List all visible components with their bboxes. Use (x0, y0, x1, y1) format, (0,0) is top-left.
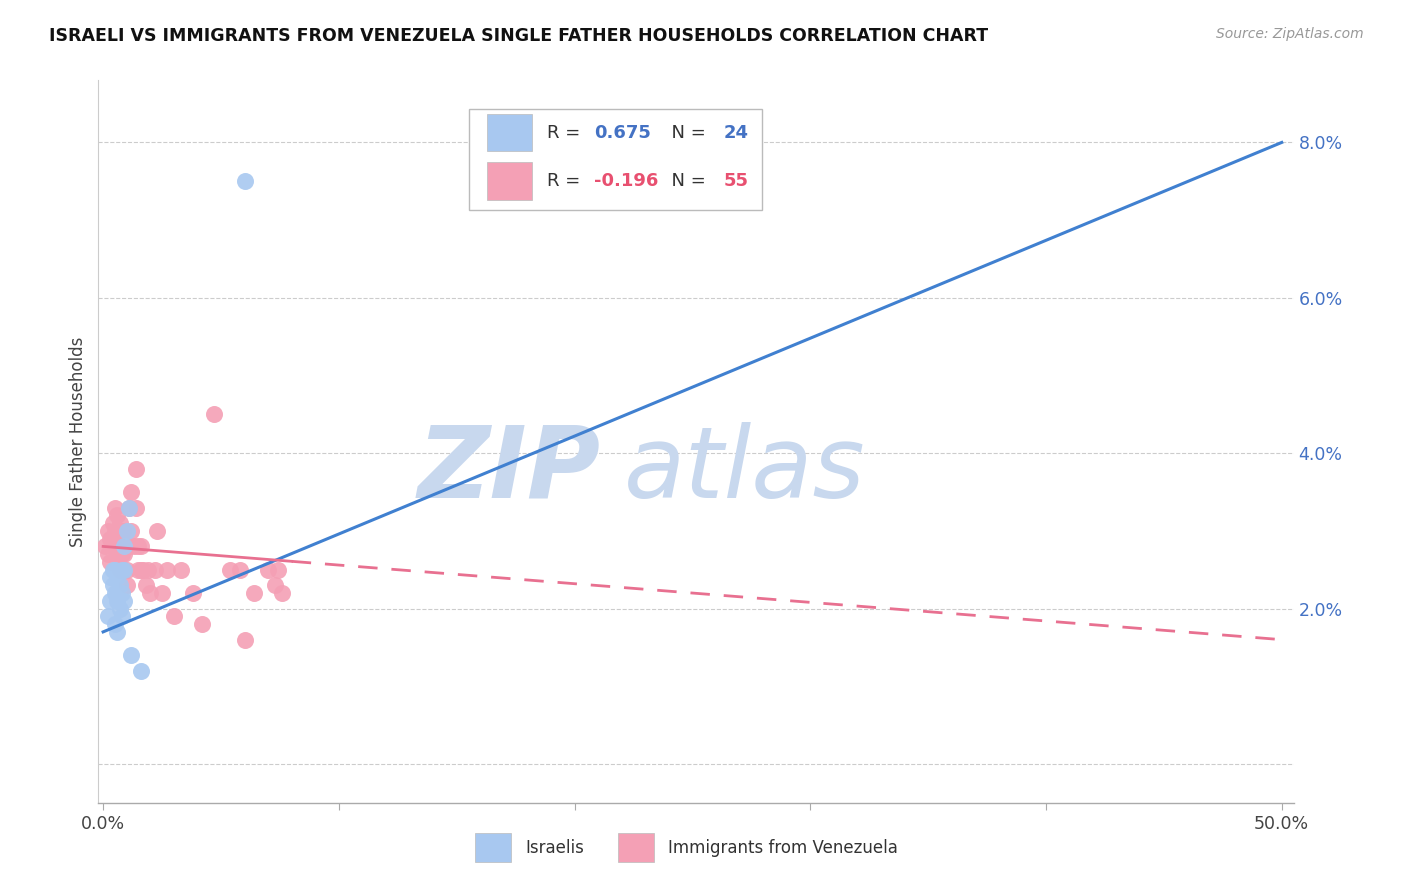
Point (105, 570, 128, 584)
Point (97, 609, 120, 624)
Point (191, 617, 214, 632)
Point (111, 524, 134, 538)
Point (112, 524, 135, 538)
Point (115, 524, 138, 538)
Point (111, 586, 134, 600)
Point (181, 586, 204, 600)
Point (150, 586, 173, 600)
Point (266, 563, 288, 577)
FancyBboxPatch shape (486, 162, 533, 200)
Point (105, 547, 128, 561)
Point (98, 555, 121, 569)
Text: R =: R = (547, 123, 585, 142)
Point (125, 461, 148, 475)
Point (104, 524, 127, 538)
Point (163, 609, 186, 624)
Point (129, 664, 152, 678)
Point (108, 601, 131, 615)
Point (97, 524, 120, 538)
Text: R =: R = (547, 172, 585, 190)
Point (111, 563, 134, 577)
Point (101, 516, 124, 530)
FancyBboxPatch shape (470, 109, 762, 211)
Text: N =: N = (661, 172, 711, 190)
Point (105, 508, 128, 523)
Point (111, 563, 134, 577)
Point (135, 578, 157, 592)
Point (125, 500, 148, 515)
Text: ZIP: ZIP (418, 422, 600, 519)
FancyBboxPatch shape (475, 833, 510, 862)
Text: atlas: atlas (624, 422, 866, 519)
Point (97, 547, 120, 561)
Point (118, 500, 141, 515)
Point (132, 563, 155, 577)
Text: 0.675: 0.675 (595, 123, 651, 142)
Point (219, 563, 242, 577)
Text: -0.196: -0.196 (595, 172, 659, 190)
Point (111, 547, 134, 561)
Point (139, 586, 162, 600)
Text: Israelis: Israelis (524, 838, 583, 856)
Point (229, 563, 252, 577)
Point (104, 500, 127, 515)
Point (105, 532, 128, 546)
Point (112, 594, 135, 608)
Point (98, 570, 121, 584)
Point (115, 540, 138, 554)
Point (128, 563, 150, 577)
Text: Source: ZipAtlas.com: Source: ZipAtlas.com (1216, 27, 1364, 41)
Y-axis label: Single Father Households: Single Father Households (69, 336, 87, 547)
Point (101, 563, 124, 577)
Point (108, 578, 131, 592)
Point (115, 578, 138, 592)
FancyBboxPatch shape (486, 114, 533, 152)
Point (104, 617, 127, 632)
Point (105, 594, 128, 608)
Point (115, 563, 138, 577)
Text: Immigrants from Venezuela: Immigrants from Venezuela (668, 838, 898, 856)
Point (243, 586, 266, 600)
Point (120, 524, 142, 538)
Point (101, 540, 124, 554)
Text: 24: 24 (724, 123, 748, 142)
Point (118, 500, 141, 515)
Point (257, 563, 280, 577)
Point (98, 594, 121, 608)
Point (112, 563, 135, 577)
Text: ISRAELI VS IMMIGRANTS FROM VENEZUELA SINGLE FATHER HOUSEHOLDS CORRELATION CHART: ISRAELI VS IMMIGRANTS FROM VENEZUELA SIN… (49, 27, 988, 45)
Point (94, 540, 117, 554)
Point (108, 516, 131, 530)
Point (120, 648, 142, 663)
Point (271, 586, 294, 600)
Point (104, 563, 127, 577)
Text: 55: 55 (724, 172, 748, 190)
Point (129, 540, 152, 554)
Point (143, 563, 166, 577)
Point (118, 540, 141, 554)
Point (136, 563, 159, 577)
Point (98, 532, 121, 546)
Point (129, 563, 152, 577)
Point (233, 632, 256, 647)
Point (156, 563, 179, 577)
Point (202, 408, 225, 422)
Point (233, 174, 256, 188)
Point (111, 609, 134, 624)
Point (112, 540, 135, 554)
Point (108, 563, 131, 577)
Text: N =: N = (661, 123, 711, 142)
Point (146, 524, 169, 538)
Point (170, 563, 193, 577)
Point (104, 586, 127, 600)
Point (120, 485, 142, 500)
Point (128, 540, 150, 554)
Point (112, 547, 135, 561)
FancyBboxPatch shape (619, 833, 654, 862)
Point (122, 540, 145, 554)
Point (101, 578, 124, 592)
Point (264, 578, 287, 592)
Point (105, 624, 128, 639)
Point (108, 540, 131, 554)
